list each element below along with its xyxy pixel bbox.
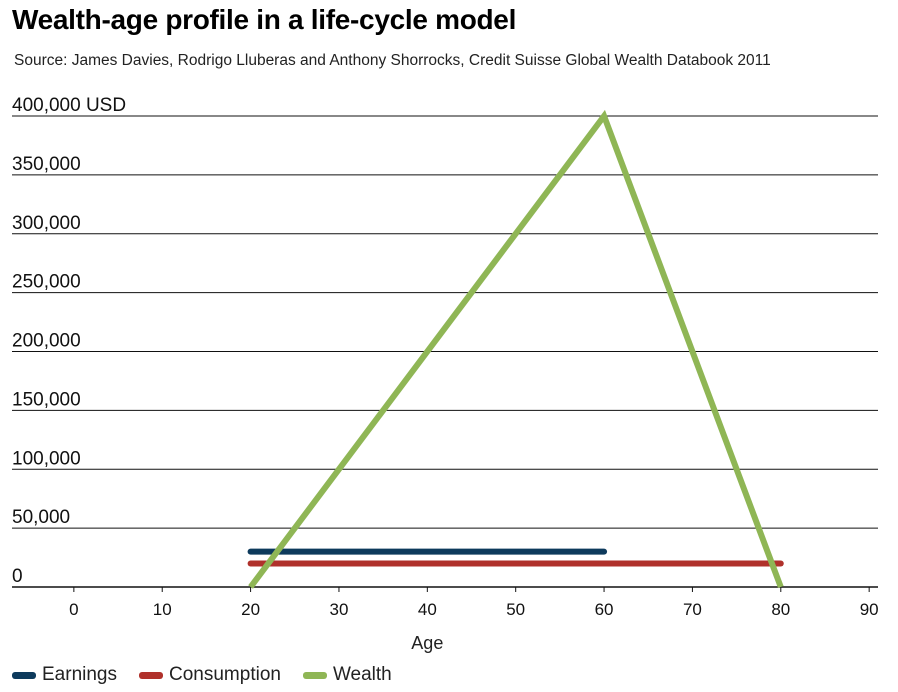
x-tick-label-20: 20 [241, 600, 260, 619]
legend-label-consumption: Consumption [169, 664, 281, 685]
x-tick-label-80: 80 [771, 600, 790, 619]
legend-swatch-wealth [302, 671, 327, 679]
y-tick-label-50000: 50,000 [12, 507, 70, 528]
x-tick-labels: 0 10 20 30 40 50 60 70 80 90 [69, 587, 879, 619]
x-tick-label-60: 60 [595, 600, 614, 619]
legend-swatch-earnings [12, 671, 36, 679]
x-tick-label-30: 30 [329, 600, 348, 619]
x-tick-label-70: 70 [683, 600, 702, 619]
legend-label-wealth: Wealth [332, 664, 392, 685]
x-axis-label: Age [411, 633, 443, 653]
y-tick-label-400000: 400,000 USD [12, 95, 126, 116]
y-tick-label-250000: 250,000 [12, 272, 81, 293]
y-tick-labels: 0 50,000 100,000 150,000 200,000 250,000 300,0… [12, 95, 126, 587]
x-tick-label-50: 50 [506, 600, 525, 619]
series-lines [247, 109, 784, 589]
legend-item-consumption: Consumption [139, 664, 281, 686]
y-tick-label-200000: 200,000 [12, 331, 81, 352]
chart-source-note: Source: James Davies, Rodrigo Lluberas a… [14, 52, 771, 69]
x-tick-label-0: 0 [69, 600, 78, 619]
y-tick-label-350000: 350,000 [12, 154, 81, 175]
grid-lines [12, 115, 878, 588]
y-tick-label-100000: 100,000 [12, 448, 81, 469]
legend-swatch-consumption [139, 671, 163, 679]
x-tick-label-90: 90 [860, 600, 879, 619]
y-tick-label-150000: 150,000 [12, 389, 81, 410]
legend-item-earnings: Earnings [12, 664, 117, 686]
y-tick-label-0: 0 [12, 566, 23, 587]
legend: Earnings Consumption Wealth [12, 664, 414, 686]
legend-item-wealth: Wealth [302, 664, 392, 686]
series-line-wealth [248, 109, 784, 589]
x-tick-label-10: 10 [153, 600, 172, 619]
x-tick-label-40: 40 [418, 600, 437, 619]
legend-label-earnings: Earnings [42, 664, 117, 685]
y-tick-label-300000: 300,000 [12, 213, 81, 234]
chart-title: Wealth-age profile in a life-cycle model [12, 4, 517, 35]
